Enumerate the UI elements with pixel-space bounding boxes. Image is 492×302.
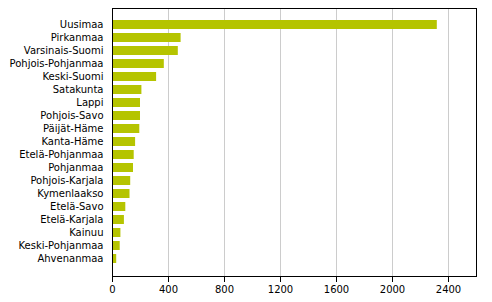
svg-text:Kymenlaakso: Kymenlaakso bbox=[37, 188, 103, 199]
svg-text:Etelä-Karjala: Etelä-Karjala bbox=[40, 214, 103, 225]
svg-text:1600: 1600 bbox=[324, 284, 349, 295]
svg-text:Uusimaa: Uusimaa bbox=[60, 19, 104, 30]
svg-text:2400: 2400 bbox=[436, 284, 461, 295]
svg-text:Lappi: Lappi bbox=[76, 97, 103, 108]
svg-text:Varsinais-Suomi: Varsinais-Suomi bbox=[24, 45, 104, 56]
svg-text:Satakunta: Satakunta bbox=[53, 84, 104, 95]
svg-text:Keski-Pohjanmaa: Keski-Pohjanmaa bbox=[19, 240, 104, 251]
svg-text:Pirkanmaa: Pirkanmaa bbox=[51, 32, 104, 43]
svg-text:2000: 2000 bbox=[380, 284, 405, 295]
svg-text:400: 400 bbox=[159, 284, 178, 295]
svg-text:Pohjois-Pohjanmaa: Pohjois-Pohjanmaa bbox=[10, 58, 104, 69]
svg-text:Etelä-Savo: Etelä-Savo bbox=[50, 201, 103, 212]
svg-text:Päijät-Häme: Päijät-Häme bbox=[43, 123, 103, 134]
svg-text:Keski-Suomi: Keski-Suomi bbox=[43, 71, 104, 82]
svg-text:0: 0 bbox=[109, 284, 115, 295]
svg-text:Etelä-Pohjanmaa: Etelä-Pohjanmaa bbox=[19, 149, 103, 160]
svg-text:1200: 1200 bbox=[268, 284, 293, 295]
svg-text:Kanta-Häme: Kanta-Häme bbox=[41, 136, 103, 147]
svg-text:Pohjois-Karjala: Pohjois-Karjala bbox=[30, 175, 103, 186]
svg-text:Kainuu: Kainuu bbox=[69, 227, 103, 238]
svg-text:Ahvenanmaa: Ahvenanmaa bbox=[37, 253, 103, 264]
svg-text:Pohjois-Savo: Pohjois-Savo bbox=[40, 110, 103, 121]
svg-text:Pohjanmaa: Pohjanmaa bbox=[48, 162, 103, 173]
svg-text:800: 800 bbox=[215, 284, 234, 295]
